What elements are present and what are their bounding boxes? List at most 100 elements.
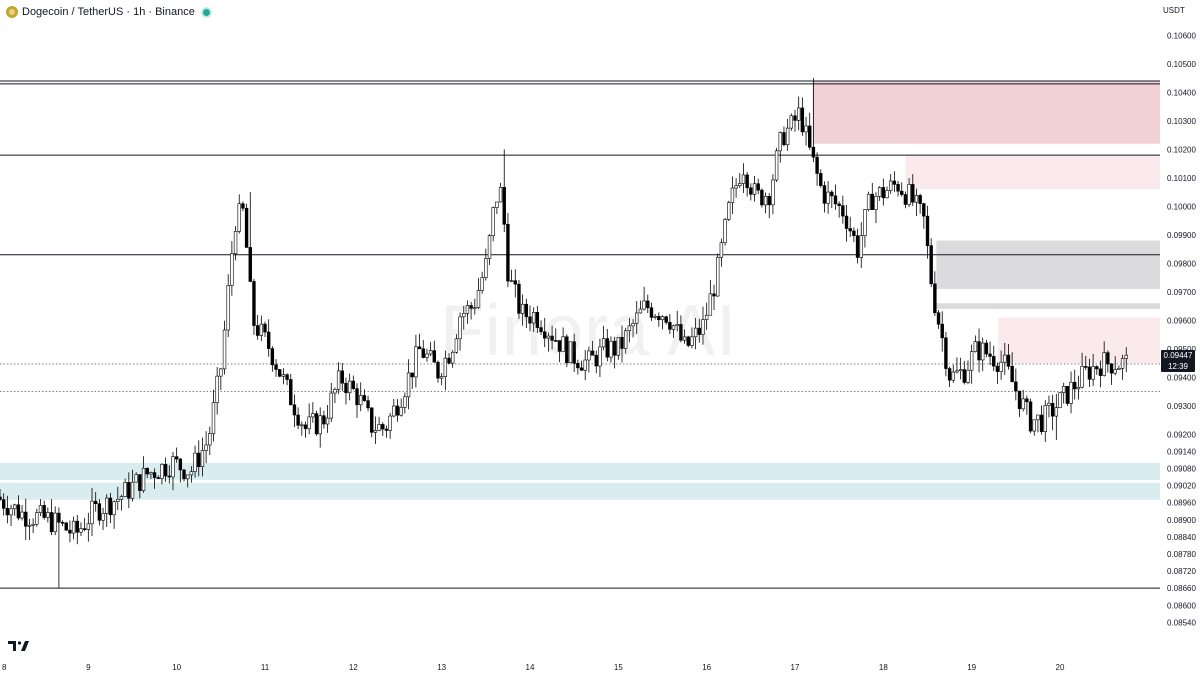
candle bbox=[325, 404, 330, 433]
candle bbox=[756, 178, 760, 195]
zone-supply[interactable] bbox=[812, 80, 1160, 144]
candle bbox=[425, 348, 429, 362]
candle bbox=[35, 508, 39, 527]
candle bbox=[620, 325, 624, 363]
candle bbox=[539, 320, 543, 336]
candle bbox=[458, 312, 462, 351]
candle bbox=[612, 336, 617, 369]
candle bbox=[24, 498, 28, 541]
candle bbox=[830, 190, 834, 209]
candle bbox=[1021, 389, 1025, 412]
candle bbox=[1091, 353, 1095, 386]
candle bbox=[417, 333, 422, 350]
candle bbox=[561, 327, 565, 352]
candle bbox=[79, 522, 83, 536]
candle bbox=[712, 284, 716, 310]
time-axis[interactable]: 8 9 10 11 12 13 14 15 16 17 18 19 20 bbox=[2, 663, 1065, 672]
candle bbox=[1061, 382, 1066, 404]
candle bbox=[745, 172, 749, 197]
candle bbox=[314, 410, 319, 436]
candle bbox=[186, 474, 190, 488]
candle bbox=[134, 472, 138, 483]
y-tick-label: 0.08840 bbox=[1167, 533, 1196, 542]
candle bbox=[248, 192, 252, 282]
x-tick-label: 14 bbox=[526, 663, 535, 672]
candle bbox=[1124, 347, 1128, 373]
candle bbox=[1120, 354, 1125, 380]
candle bbox=[520, 294, 525, 326]
candle bbox=[127, 472, 131, 509]
candle bbox=[487, 234, 492, 265]
candle bbox=[1039, 405, 1044, 435]
candle bbox=[270, 346, 275, 372]
candle bbox=[480, 271, 484, 294]
candle bbox=[1025, 395, 1029, 415]
candle bbox=[1032, 419, 1036, 436]
candle bbox=[870, 182, 874, 210]
candle bbox=[57, 507, 61, 589]
candle bbox=[925, 205, 930, 259]
candle bbox=[866, 191, 871, 212]
symbol-legend-text: Dogecoin / TetherUS · 1h · Binance bbox=[22, 6, 195, 18]
candle bbox=[738, 173, 742, 189]
zone-neutral[interactable] bbox=[936, 240, 1160, 289]
candle bbox=[509, 269, 514, 283]
candle bbox=[465, 300, 470, 324]
candle bbox=[193, 445, 197, 478]
candle bbox=[863, 209, 867, 248]
price-axis[interactable]: 0.10600 0.10500 0.10400 0.10300 0.10200 0.101… bbox=[1167, 31, 1196, 627]
candle bbox=[550, 325, 554, 350]
zone-supply-light[interactable] bbox=[905, 155, 1160, 190]
candle bbox=[495, 201, 499, 215]
candle bbox=[992, 345, 996, 372]
candle bbox=[723, 217, 727, 246]
candle bbox=[679, 315, 683, 343]
y-tick-label: 0.09140 bbox=[1167, 447, 1196, 456]
candle bbox=[156, 475, 160, 479]
zone-demand[interactable] bbox=[0, 462, 1160, 480]
x-tick-label: 8 bbox=[2, 663, 7, 672]
y-tick-label: 0.09500 bbox=[1167, 345, 1196, 354]
y-tick-label: 0.09700 bbox=[1167, 288, 1196, 297]
candle bbox=[999, 350, 1003, 380]
candle bbox=[447, 353, 451, 365]
candle bbox=[929, 238, 933, 287]
candle bbox=[42, 500, 46, 520]
zone-neutral[interactable] bbox=[936, 303, 1160, 309]
tradingview-logo-icon[interactable] bbox=[8, 640, 30, 652]
candle bbox=[211, 389, 216, 442]
candle bbox=[977, 328, 981, 373]
candle bbox=[833, 184, 838, 210]
candle bbox=[138, 474, 142, 499]
y-tick-label: 0.10300 bbox=[1167, 117, 1196, 126]
candle bbox=[635, 301, 639, 334]
candle bbox=[605, 328, 609, 362]
candle bbox=[469, 301, 473, 320]
candle bbox=[388, 412, 392, 439]
candle bbox=[1006, 344, 1011, 370]
candle bbox=[933, 271, 937, 316]
zone-supply-light[interactable] bbox=[998, 317, 1160, 364]
candle bbox=[366, 395, 370, 412]
y-tick-label: 0.10100 bbox=[1167, 174, 1196, 183]
x-tick-label: 13 bbox=[437, 663, 446, 672]
candle bbox=[543, 317, 547, 348]
candle bbox=[587, 346, 591, 373]
candle bbox=[340, 362, 344, 392]
zone-demand[interactable] bbox=[0, 482, 1160, 500]
candle bbox=[208, 426, 212, 455]
candle bbox=[760, 188, 764, 208]
candle bbox=[498, 182, 503, 203]
candle bbox=[815, 152, 819, 186]
y-tick-label: 0.08660 bbox=[1167, 584, 1196, 593]
y-tick-label: 0.09200 bbox=[1167, 430, 1196, 439]
candle bbox=[653, 314, 657, 320]
candle bbox=[1095, 365, 1099, 375]
candle bbox=[392, 398, 396, 418]
candle bbox=[601, 325, 606, 351]
y-tick-label: 0.09020 bbox=[1167, 482, 1196, 491]
candle bbox=[296, 407, 300, 430]
symbol-legend[interactable]: Dogecoin / TetherUS · 1h · Binance bbox=[6, 4, 210, 20]
candle bbox=[973, 335, 978, 353]
